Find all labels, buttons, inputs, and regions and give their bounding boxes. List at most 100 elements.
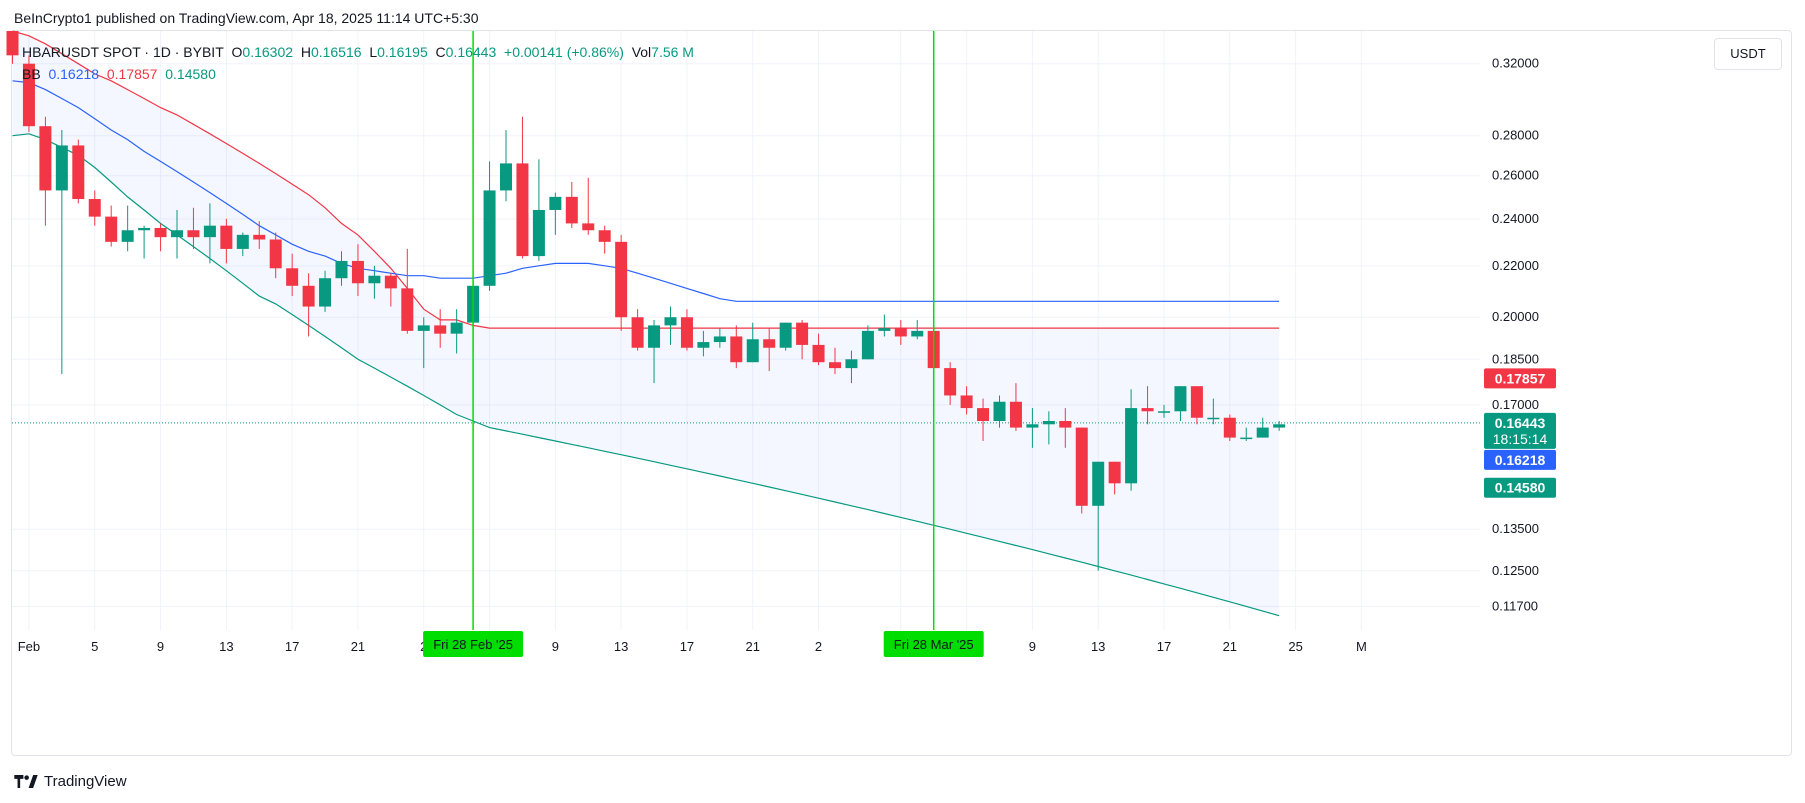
candle-body	[105, 216, 118, 242]
candle-body	[88, 199, 101, 217]
candle-body	[960, 395, 973, 409]
candle-body	[977, 408, 990, 422]
candle-body	[779, 322, 792, 348]
y-tick-label: 0.11700	[1492, 598, 1538, 613]
candle-body	[796, 322, 809, 345]
brand-label: TradingView	[44, 773, 127, 790]
candle-body	[763, 339, 776, 348]
candle-body	[22, 63, 35, 127]
price-badge-label: 0.16443	[1495, 415, 1546, 431]
candle-body	[450, 322, 463, 334]
candle-body	[6, 31, 19, 56]
x-tick-label: 13	[1091, 639, 1105, 654]
x-tick-label: 9	[552, 639, 559, 654]
close-value: 0.16443	[445, 44, 497, 60]
candle-body	[236, 234, 249, 249]
tradingview-logo-icon	[14, 775, 38, 788]
candle-body	[1092, 461, 1105, 506]
date-marker-badge	[883, 631, 984, 657]
currency-unit-button[interactable]: USDT	[1714, 38, 1782, 70]
candle-body	[434, 325, 447, 334]
bb-lower-value: 0.14580	[165, 66, 216, 82]
y-tick-label: 0.13500	[1492, 521, 1539, 536]
y-tick-label: 0.32000	[1492, 56, 1539, 71]
open-label: O	[231, 44, 243, 60]
candle-body	[351, 260, 364, 284]
volume-value: 7.56 M	[651, 44, 694, 60]
change-value: +0.00141 (+0.86%)	[504, 44, 624, 60]
candle-body	[549, 196, 562, 210]
y-tick-label: 0.12500	[1492, 563, 1539, 578]
candle-body	[944, 368, 957, 396]
tradingview-brand[interactable]: TradingView	[14, 773, 127, 790]
candle-body	[648, 325, 661, 348]
candle-body	[993, 401, 1006, 422]
candle-body	[384, 275, 397, 289]
y-tick-label: 0.18500	[1492, 351, 1539, 366]
y-tick-label: 0.22000	[1492, 258, 1539, 273]
date-marker-label: Fri 28 Mar '25	[894, 637, 974, 652]
candle-body	[680, 317, 693, 348]
candle-body	[878, 328, 891, 331]
candle-body	[1190, 386, 1203, 418]
candle-body	[1240, 437, 1253, 440]
volume-label: Vol	[631, 44, 652, 60]
candle-body	[154, 227, 167, 238]
candle-body	[664, 317, 677, 326]
candle-body	[1042, 421, 1055, 425]
candle-body	[401, 288, 414, 331]
symbol-label[interactable]: HBARUSDT SPOT · 1D · BYBIT	[22, 44, 224, 60]
close-label: C	[435, 44, 446, 60]
candle-body	[713, 336, 726, 343]
candle-body	[1158, 411, 1170, 413]
y-tick-label: 0.20000	[1492, 309, 1539, 324]
candle-body	[746, 339, 759, 363]
candle-body	[829, 362, 841, 369]
x-tick-label: 21	[746, 639, 760, 654]
candle-body	[1059, 421, 1072, 428]
ohlc-legend: HBARUSDT SPOT · 1D · BYBIT O0.16302 H0.1…	[22, 44, 694, 60]
bb-legend: BB 0.16218 0.17857 0.14580	[22, 66, 216, 82]
candle-body	[55, 145, 68, 191]
attribution-text: BeInCrypto1 published on TradingView.com…	[14, 10, 479, 26]
candle-body	[1125, 408, 1138, 484]
candle-body	[286, 268, 299, 286]
candle-body	[220, 225, 233, 249]
y-tick-label: 0.26000	[1492, 168, 1539, 183]
y-tick-label: 0.17000	[1492, 397, 1539, 412]
bollinger-band-fill	[12, 31, 1280, 616]
bb-upper-line	[12, 30, 1280, 329]
candle-body	[138, 227, 151, 231]
candle-body	[532, 209, 545, 257]
candle-body	[1009, 401, 1022, 428]
candle-body	[1256, 427, 1269, 438]
x-tick-label: 2	[815, 639, 822, 654]
candle-body	[1141, 408, 1154, 412]
candle-body	[500, 163, 512, 191]
candle-body	[894, 328, 907, 337]
x-tick-label: 25	[1288, 639, 1302, 654]
x-tick-label: Feb	[18, 639, 40, 654]
x-tick-label: 5	[91, 639, 98, 654]
candle-body	[203, 225, 216, 238]
candle-body	[1273, 424, 1286, 428]
candle-body	[187, 230, 200, 238]
candle-body	[39, 126, 52, 191]
low-value: 0.16195	[377, 44, 428, 60]
price-badge	[1484, 368, 1556, 389]
candle-body	[516, 163, 529, 257]
candle-body	[1108, 461, 1121, 484]
bb-upper-value: 0.17857	[106, 66, 158, 82]
candle-body	[1207, 417, 1220, 420]
price-badge	[1484, 449, 1556, 470]
candle-body	[861, 330, 874, 360]
bb-label[interactable]: BB	[22, 66, 41, 82]
candle-body	[335, 260, 348, 279]
chart-frame	[11, 30, 1792, 756]
price-badge-label: 0.17857	[1495, 370, 1546, 386]
x-tick-label: M	[1356, 639, 1367, 654]
candle-body	[565, 196, 578, 224]
candle-body	[1026, 424, 1039, 428]
candle-body	[582, 223, 595, 231]
